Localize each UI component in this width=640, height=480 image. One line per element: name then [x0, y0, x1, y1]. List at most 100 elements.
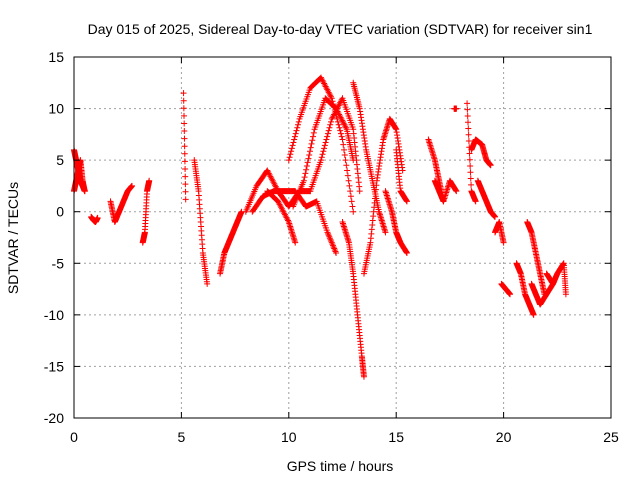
data-point-interp — [289, 142, 296, 149]
data-point-interp — [180, 97, 187, 104]
data-point — [81, 188, 88, 195]
data-point — [453, 105, 460, 112]
data-point — [403, 249, 410, 256]
data-point-interp — [290, 139, 297, 146]
data-point-interp — [305, 155, 312, 162]
data-point-interp — [467, 175, 474, 182]
data-point-interp — [331, 247, 338, 254]
data-point-interp — [341, 146, 348, 153]
data-point — [403, 198, 410, 205]
y-axis-label: SDTVAR / TECUs — [5, 182, 21, 294]
data-point-interp — [182, 173, 189, 180]
data-point-interp — [344, 172, 351, 179]
data-point-interp — [292, 130, 299, 137]
data-point-interp — [181, 128, 188, 135]
data-point-interp — [338, 133, 345, 140]
data-point-interp — [327, 93, 334, 100]
data-point-interp — [180, 105, 187, 112]
data-point-interp — [341, 151, 348, 158]
data-point-interp — [321, 145, 328, 152]
data-point — [507, 291, 514, 298]
data-point-interp — [323, 136, 330, 143]
data-point-interp — [340, 141, 347, 148]
data-point — [285, 157, 292, 164]
data-point-interp — [343, 162, 350, 169]
y-tick-label: -5 — [52, 255, 65, 271]
data-point-interp — [308, 140, 315, 147]
data-point-interp — [345, 177, 352, 184]
data-point — [350, 208, 357, 215]
data-points — [71, 74, 569, 380]
data-point-interp — [467, 163, 474, 170]
data-point-interp — [328, 238, 335, 245]
data-point-interp — [181, 112, 188, 119]
data-point — [487, 162, 494, 169]
data-point-interp — [303, 166, 310, 173]
data-point-interp — [331, 245, 338, 252]
data-point-interp — [306, 148, 313, 155]
data-point-interp — [465, 137, 472, 144]
data-point-interp — [181, 120, 188, 127]
data-point-interp — [347, 193, 354, 200]
data-point — [324, 229, 331, 236]
data-point-interp — [468, 181, 475, 188]
data-point-interp — [326, 124, 333, 131]
data-point-interp — [182, 181, 189, 188]
data-point-interp — [310, 129, 317, 136]
data-point-interp — [329, 242, 336, 249]
data-point-interp — [302, 170, 309, 177]
data-point-interp — [326, 235, 333, 242]
data-point-interp — [326, 233, 333, 240]
data-point-interp — [181, 143, 188, 150]
x-tick-label: 0 — [70, 429, 78, 445]
y-tick-label: -10 — [44, 307, 64, 323]
data-point-interp — [304, 159, 311, 166]
data-point-interp — [336, 124, 343, 131]
data-point-interp — [309, 137, 316, 144]
data-point — [339, 136, 346, 143]
data-point-interp — [293, 127, 300, 134]
grid — [74, 57, 611, 418]
data-point-interp — [318, 154, 325, 161]
data-point — [180, 90, 187, 97]
data-point-interp — [467, 169, 474, 176]
data-point-interp — [182, 165, 189, 172]
data-point-interp — [465, 119, 472, 126]
data-point-interp — [286, 154, 293, 161]
data-point-interp — [337, 127, 344, 134]
data-point-interp — [335, 121, 342, 128]
data-point-interp — [306, 151, 313, 158]
data-point-interp — [327, 236, 334, 243]
data-point — [204, 280, 211, 287]
data-point — [382, 229, 389, 236]
data-point-interp — [288, 145, 295, 152]
data-point-interp — [291, 133, 298, 140]
data-point-interp — [337, 130, 344, 137]
x-tick-label: 20 — [496, 429, 512, 445]
data-point-interp — [301, 174, 308, 181]
data-point-interp — [334, 118, 341, 125]
data-point-interp — [343, 124, 350, 131]
data-point-interp — [288, 148, 295, 155]
data-point-interp — [285, 217, 292, 224]
data-point-interp — [182, 188, 189, 195]
data-point-interp — [319, 151, 326, 158]
x-axis-label: GPS time / hours — [287, 458, 394, 474]
y-tick-label: 5 — [56, 152, 64, 168]
data-point-interp — [181, 135, 188, 142]
data-point-interp — [464, 106, 471, 113]
data-point — [328, 95, 335, 102]
data-point — [453, 188, 460, 195]
data-point-interp — [307, 144, 314, 151]
data-point — [360, 373, 367, 380]
data-point — [94, 214, 101, 221]
data-point-interp — [465, 131, 472, 138]
data-point-interp — [287, 151, 294, 158]
data-point — [128, 182, 135, 189]
data-point-interp — [327, 121, 334, 128]
data-point — [530, 311, 537, 318]
data-point — [500, 239, 507, 246]
data-point-interp — [328, 239, 335, 246]
data-point-interp — [466, 150, 473, 157]
